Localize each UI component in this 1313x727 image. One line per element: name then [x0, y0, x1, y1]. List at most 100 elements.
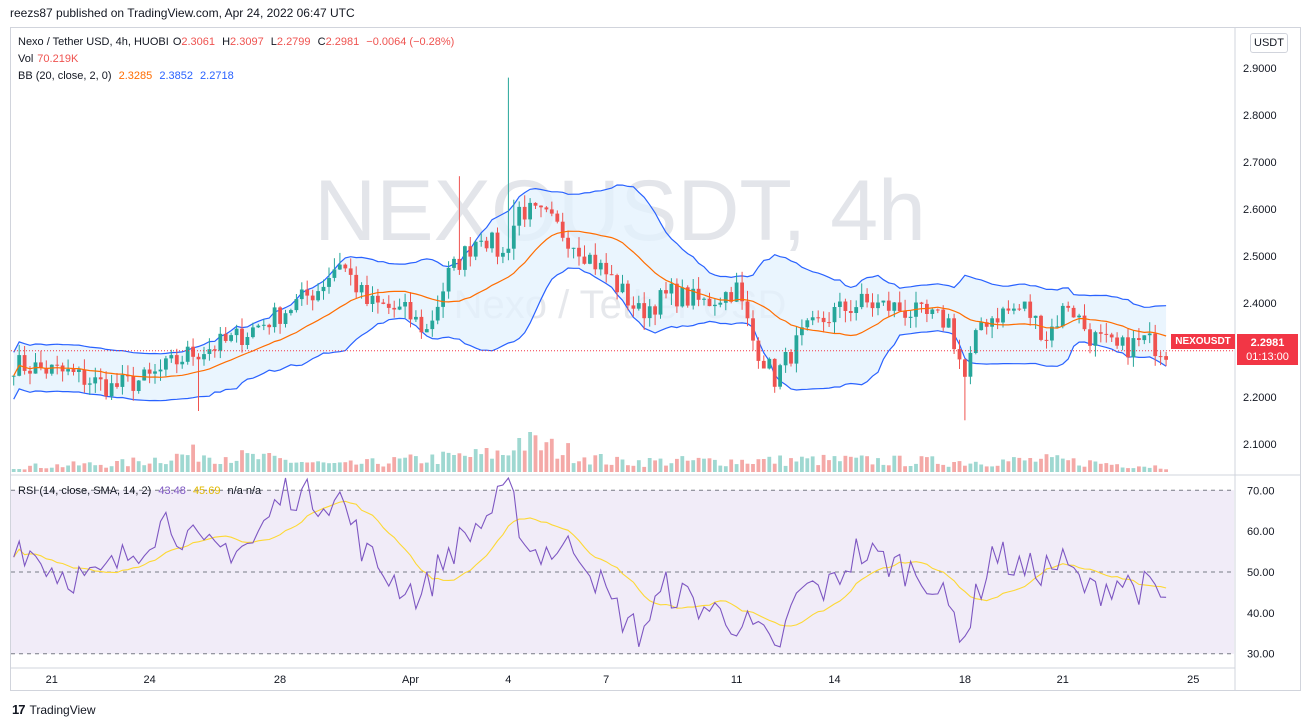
volume-bar — [609, 464, 614, 472]
volume-bar — [33, 463, 38, 472]
candle-body — [174, 355, 179, 365]
candle-body — [185, 346, 190, 362]
candle-body — [843, 301, 848, 311]
volume-bar — [1001, 459, 1005, 472]
volume-bar — [718, 465, 723, 472]
volume-bar — [1028, 458, 1033, 472]
tradingview-brand: TradingView — [29, 702, 96, 717]
price-tick-label: 2.2000 — [1243, 392, 1277, 404]
candle-body — [941, 309, 946, 328]
time-tick-label: 24 — [143, 674, 155, 686]
volume-bar — [430, 454, 435, 472]
candle-body — [370, 295, 375, 304]
candle-body — [22, 355, 27, 371]
candle-body — [484, 240, 489, 249]
candle-body — [424, 329, 429, 333]
candle-body — [77, 369, 81, 372]
candle-body — [229, 335, 233, 341]
high-label: H — [222, 36, 231, 48]
candle-body — [783, 352, 788, 366]
candle-body — [723, 292, 728, 303]
candle-body — [729, 292, 734, 302]
volume-bar — [501, 455, 505, 472]
candle-body — [827, 322, 831, 324]
tradingview-footer[interactable]: 17 TradingView — [12, 702, 96, 717]
volume-bar — [218, 464, 223, 472]
volume-bar — [832, 456, 837, 472]
candle-body — [582, 256, 587, 264]
volume-bar — [990, 466, 994, 472]
price-tick-label: 2.4000 — [1243, 298, 1277, 310]
time-tick-label: 25 — [1187, 674, 1199, 686]
candle-body — [669, 283, 674, 294]
candle-body — [158, 369, 163, 372]
candle-body — [327, 278, 331, 287]
bb-lower-value: 2.2718 — [200, 70, 234, 82]
candle-body — [354, 274, 359, 293]
candle-body — [740, 282, 744, 302]
candle-body — [1115, 337, 1119, 346]
candle-body — [468, 246, 473, 257]
currency-button[interactable]: USDT — [1250, 33, 1288, 53]
candle-body — [169, 355, 174, 359]
volume-bar — [1153, 465, 1158, 472]
volume-bar — [952, 462, 956, 472]
volume-value: 70.219K — [37, 53, 79, 65]
volume-bar — [272, 455, 277, 472]
candle-body — [653, 306, 657, 315]
volume-bar — [577, 461, 581, 472]
candle-body — [305, 289, 310, 296]
volume-bar — [376, 463, 380, 472]
price-tick-label: 2.1000 — [1243, 439, 1277, 451]
price-tag-countdown: 01:13:00 — [1246, 351, 1289, 363]
candle-body — [566, 237, 570, 249]
volume-bar — [240, 450, 244, 472]
candle-body — [283, 313, 288, 324]
volume-bar — [131, 457, 136, 472]
candle-body — [810, 317, 815, 321]
volume-bar — [549, 438, 554, 472]
time-tick-label: 4 — [505, 674, 511, 686]
candle-body — [1104, 333, 1109, 335]
volume-bar — [164, 464, 168, 472]
candle-body — [1044, 339, 1049, 341]
candle-body — [990, 318, 994, 327]
candle-body — [838, 301, 842, 307]
volume-bar — [805, 458, 810, 472]
candle-body — [142, 369, 147, 381]
candle-body — [892, 302, 897, 311]
volume-bar — [642, 466, 647, 472]
volume-bar — [126, 466, 130, 472]
volume-bar — [1044, 454, 1049, 472]
candle-body — [435, 306, 440, 321]
volume-bar — [147, 463, 152, 472]
candle-body — [44, 367, 49, 374]
candle-body — [147, 369, 152, 374]
volume-bar — [1109, 464, 1114, 472]
candle-body — [1164, 356, 1168, 360]
volume-bar — [843, 455, 848, 472]
volume-bar — [104, 467, 108, 472]
candle-body — [588, 254, 592, 264]
volume-bar — [979, 464, 984, 472]
volume-bar — [604, 464, 609, 472]
volume-bar — [1006, 461, 1011, 472]
volume-bar — [680, 456, 685, 472]
candle-body — [136, 380, 141, 391]
candle-body — [267, 324, 272, 328]
volume-bar — [816, 465, 821, 472]
candle-body — [430, 320, 435, 330]
volume-bar — [446, 452, 451, 472]
rsi-ma-value: 45.69 — [192, 485, 221, 497]
volume-bar — [1137, 466, 1141, 472]
time-tick-label: 28 — [274, 674, 286, 686]
candle-body — [408, 302, 413, 320]
volume-bar — [919, 456, 924, 472]
candle-body — [1012, 308, 1016, 311]
volume-bar — [865, 456, 869, 472]
candle-body — [800, 327, 804, 336]
volume-bar — [414, 456, 418, 472]
volume-bar — [327, 463, 331, 472]
candle-body — [196, 356, 201, 360]
